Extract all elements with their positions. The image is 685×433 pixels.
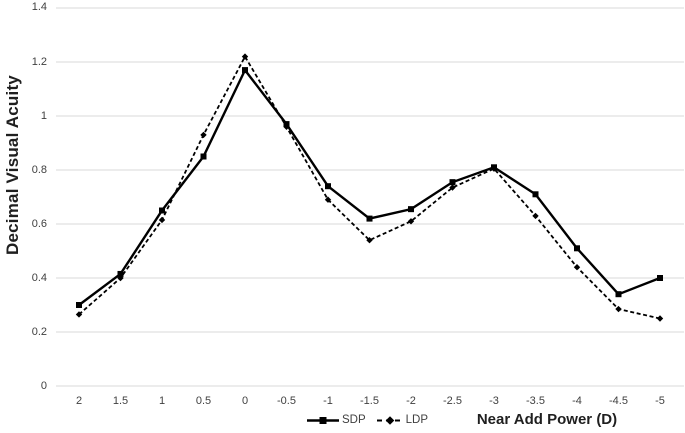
x-tick-label: -1 bbox=[323, 395, 333, 407]
data-point-marker-sdp bbox=[366, 215, 373, 222]
y-tick-label: 0 bbox=[40, 379, 47, 392]
y-tick-label: 0.4 bbox=[31, 271, 47, 284]
data-point-marker-sdp bbox=[76, 302, 82, 308]
data-point-marker-sdp bbox=[657, 275, 663, 281]
data-point-marker-ldp bbox=[615, 305, 622, 313]
ldp-dashed-line-diamond-marker-icon bbox=[376, 415, 403, 425]
legend-item-sdp: SDP bbox=[306, 414, 366, 426]
data-point-marker-ldp bbox=[490, 165, 498, 172]
data-point-marker-sdp bbox=[532, 191, 539, 198]
data-point-marker-sdp bbox=[242, 67, 248, 74]
data-point-marker-ldp bbox=[324, 196, 332, 203]
data-point-marker-sdp bbox=[408, 206, 414, 213]
x-tick-label: -5 bbox=[655, 395, 665, 407]
x-tick-label: 0.5 bbox=[195, 395, 212, 407]
y-tick-label: 1 bbox=[40, 109, 47, 122]
x-tick-label: -2.5 bbox=[443, 395, 462, 407]
x-tick-label: -1.5 bbox=[360, 395, 379, 407]
series-line-ldp bbox=[78, 54, 661, 320]
data-point-marker-sdp bbox=[200, 153, 207, 160]
x-tick-label: 1.5 bbox=[112, 395, 129, 407]
x-tick-label: -0.5 bbox=[277, 395, 296, 407]
x-tick-label: -4.5 bbox=[609, 395, 628, 407]
x-axis-title: Near Add Power (D) bbox=[476, 411, 618, 428]
legend: SDP LDP bbox=[306, 414, 428, 426]
data-point-marker-ldp bbox=[241, 53, 249, 60]
y-tick-label: 1.2 bbox=[31, 55, 47, 68]
x-tick-label: 1 bbox=[158, 395, 166, 407]
y-tick-label: 0.6 bbox=[31, 217, 47, 230]
y-tick-label: 1.4 bbox=[31, 1, 47, 14]
sdp-solid-line-square-marker-icon bbox=[307, 416, 339, 424]
data-point-marker-sdp bbox=[159, 207, 165, 214]
data-point-marker-sdp bbox=[449, 179, 456, 186]
data-point-marker-ldp bbox=[366, 237, 373, 244]
x-tick-label: -3 bbox=[489, 395, 499, 407]
data-point-marker-ldp bbox=[283, 123, 290, 130]
x-tick-label: -2 bbox=[406, 395, 416, 407]
data-point-marker-ldp bbox=[656, 315, 664, 322]
x-tick-label: -3.5 bbox=[526, 395, 545, 407]
data-point-marker-ldp bbox=[117, 274, 124, 282]
legend-label-sdp: SDP bbox=[342, 414, 366, 426]
y-tick-label: 0.8 bbox=[31, 163, 47, 176]
data-point-marker-ldp bbox=[200, 131, 207, 139]
legend-label-ldp: LDP bbox=[405, 414, 429, 426]
data-point-marker-ldp bbox=[407, 218, 415, 225]
data-point-marker-ldp bbox=[532, 212, 539, 220]
data-point-marker-sdp bbox=[615, 291, 622, 298]
data-point-marker-ldp bbox=[573, 264, 581, 271]
data-point-marker-ldp bbox=[158, 216, 166, 224]
data-point-marker-ldp bbox=[75, 311, 83, 318]
data-point-marker-sdp bbox=[117, 270, 124, 277]
x-tick-label: -4 bbox=[572, 395, 582, 407]
x-tick-label: 0 bbox=[241, 395, 249, 407]
data-point-marker-ldp bbox=[449, 184, 456, 191]
y-tick-label: 0.2 bbox=[31, 325, 47, 338]
series-line-sdp bbox=[78, 67, 661, 306]
data-point-marker-sdp bbox=[574, 245, 580, 252]
data-point-marker-sdp bbox=[325, 183, 331, 190]
x-tick-label: 2 bbox=[75, 395, 83, 407]
legend-item-ldp: LDP bbox=[376, 414, 428, 426]
